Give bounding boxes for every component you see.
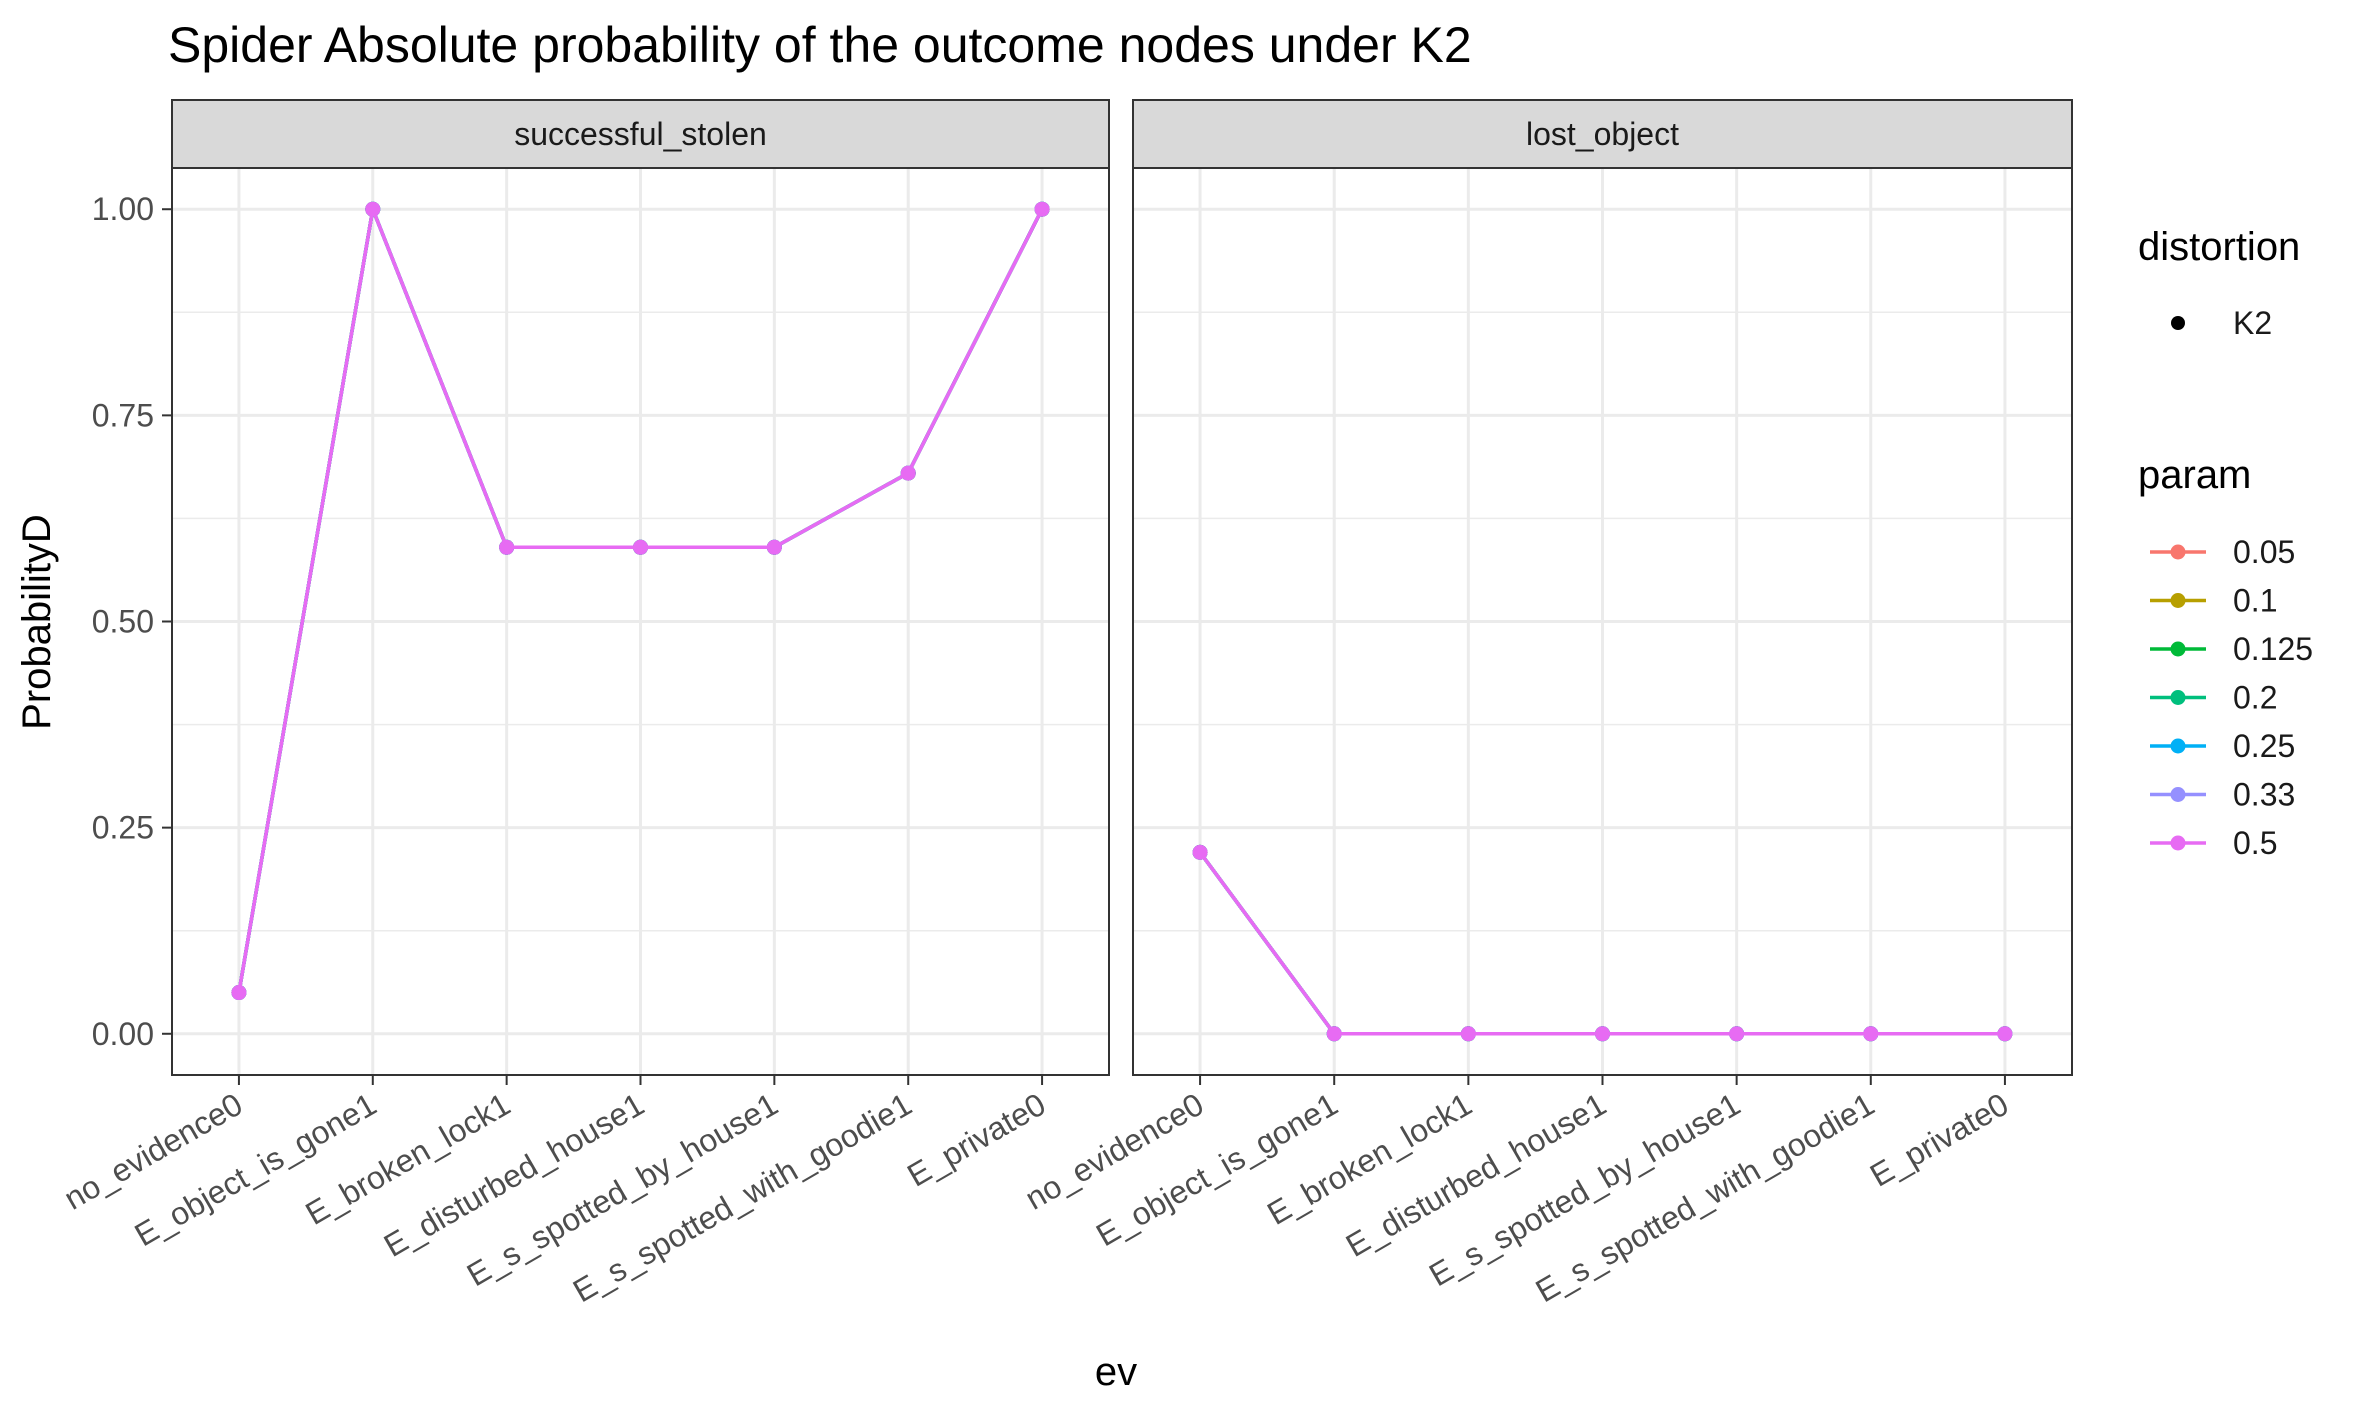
- legend-param-title: param: [2138, 453, 2251, 497]
- data-point-0.5: [1034, 201, 1050, 217]
- x-axis-title: ev: [1095, 1350, 1137, 1394]
- legend-label-param: 0.2: [2233, 680, 2277, 716]
- legend-label-param: 0.5: [2233, 825, 2277, 861]
- legend-label-distortion: K2: [2233, 305, 2272, 341]
- data-point-0.5: [231, 985, 247, 1001]
- legend-key-point: [2170, 690, 2186, 705]
- data-point-0.5: [900, 465, 916, 481]
- legend: distortion K2 param 0.050.10.1250.20.250…: [2138, 225, 2313, 861]
- panel-lost_object: lost_objectno_evidence0E_object_is_gone1…: [1019, 99, 2073, 1309]
- y-axis-title: ProbabilityD: [15, 514, 59, 730]
- x-tick-label: E_private0: [901, 1086, 1051, 1194]
- x-tick-label: E_private0: [1864, 1086, 2014, 1194]
- y-tick-label: 0.00: [92, 1016, 154, 1052]
- data-point-0.5: [1863, 1026, 1879, 1042]
- legend-key-point: [2170, 835, 2186, 851]
- legend-label-param: 0.1: [2233, 583, 2277, 619]
- data-point-0.5: [633, 539, 648, 555]
- y-tick-label: 0.75: [92, 397, 154, 433]
- legend-label-param: 0.33: [2233, 777, 2295, 813]
- legend-key-point: [2170, 593, 2186, 608]
- data-point-0.5: [1997, 1026, 2013, 1042]
- legend-distortion-items: K2: [2171, 305, 2272, 341]
- data-point-0.5: [1460, 1026, 1476, 1042]
- legend-label-param: 0.05: [2233, 534, 2295, 570]
- legend-key-distortion: [2171, 316, 2185, 330]
- legend-key-point: [2170, 641, 2186, 657]
- legend-key-point: [2170, 544, 2186, 560]
- legend-label-param: 0.125: [2233, 631, 2313, 667]
- data-point-0.5: [1326, 1026, 1342, 1042]
- legend-distortion-title: distortion: [2138, 225, 2300, 269]
- chart-title: Spider Absolute probability of the outco…: [168, 17, 1472, 73]
- legend-key-point: [2170, 738, 2186, 754]
- y-tick-label: 1.00: [92, 191, 154, 227]
- x-tick-label: E_object_is_gone1: [1090, 1086, 1344, 1253]
- legend-label-param: 0.25: [2233, 728, 2295, 764]
- data-point-0.5: [1595, 1026, 1610, 1042]
- y-tick-label: 0.50: [92, 604, 154, 640]
- facet-strip: [1132, 99, 2073, 169]
- facet-strip: [171, 99, 1110, 169]
- data-point-0.5: [1192, 844, 1208, 860]
- facet-strip-label: lost_object: [1526, 116, 1679, 152]
- legend-param-items: 0.05 0.1 0.125 0.2 0.25 0.33 0.5: [2150, 534, 2313, 861]
- data-point-0.5: [365, 201, 381, 217]
- x-tick-label: E_object_is_gone1: [129, 1086, 383, 1253]
- data-point-0.5: [766, 539, 782, 555]
- legend-key-point: [2170, 787, 2186, 802]
- y-tick-label: 0.25: [92, 810, 154, 846]
- panels: successful_stolenno_evidence0E_object_is…: [58, 99, 2073, 1309]
- data-point-0.5: [1729, 1026, 1745, 1042]
- facet-strip-label: successful_stolen: [514, 116, 767, 152]
- panel-successful_stolen: successful_stolenno_evidence0E_object_is…: [58, 99, 1110, 1309]
- data-point-0.5: [499, 539, 515, 555]
